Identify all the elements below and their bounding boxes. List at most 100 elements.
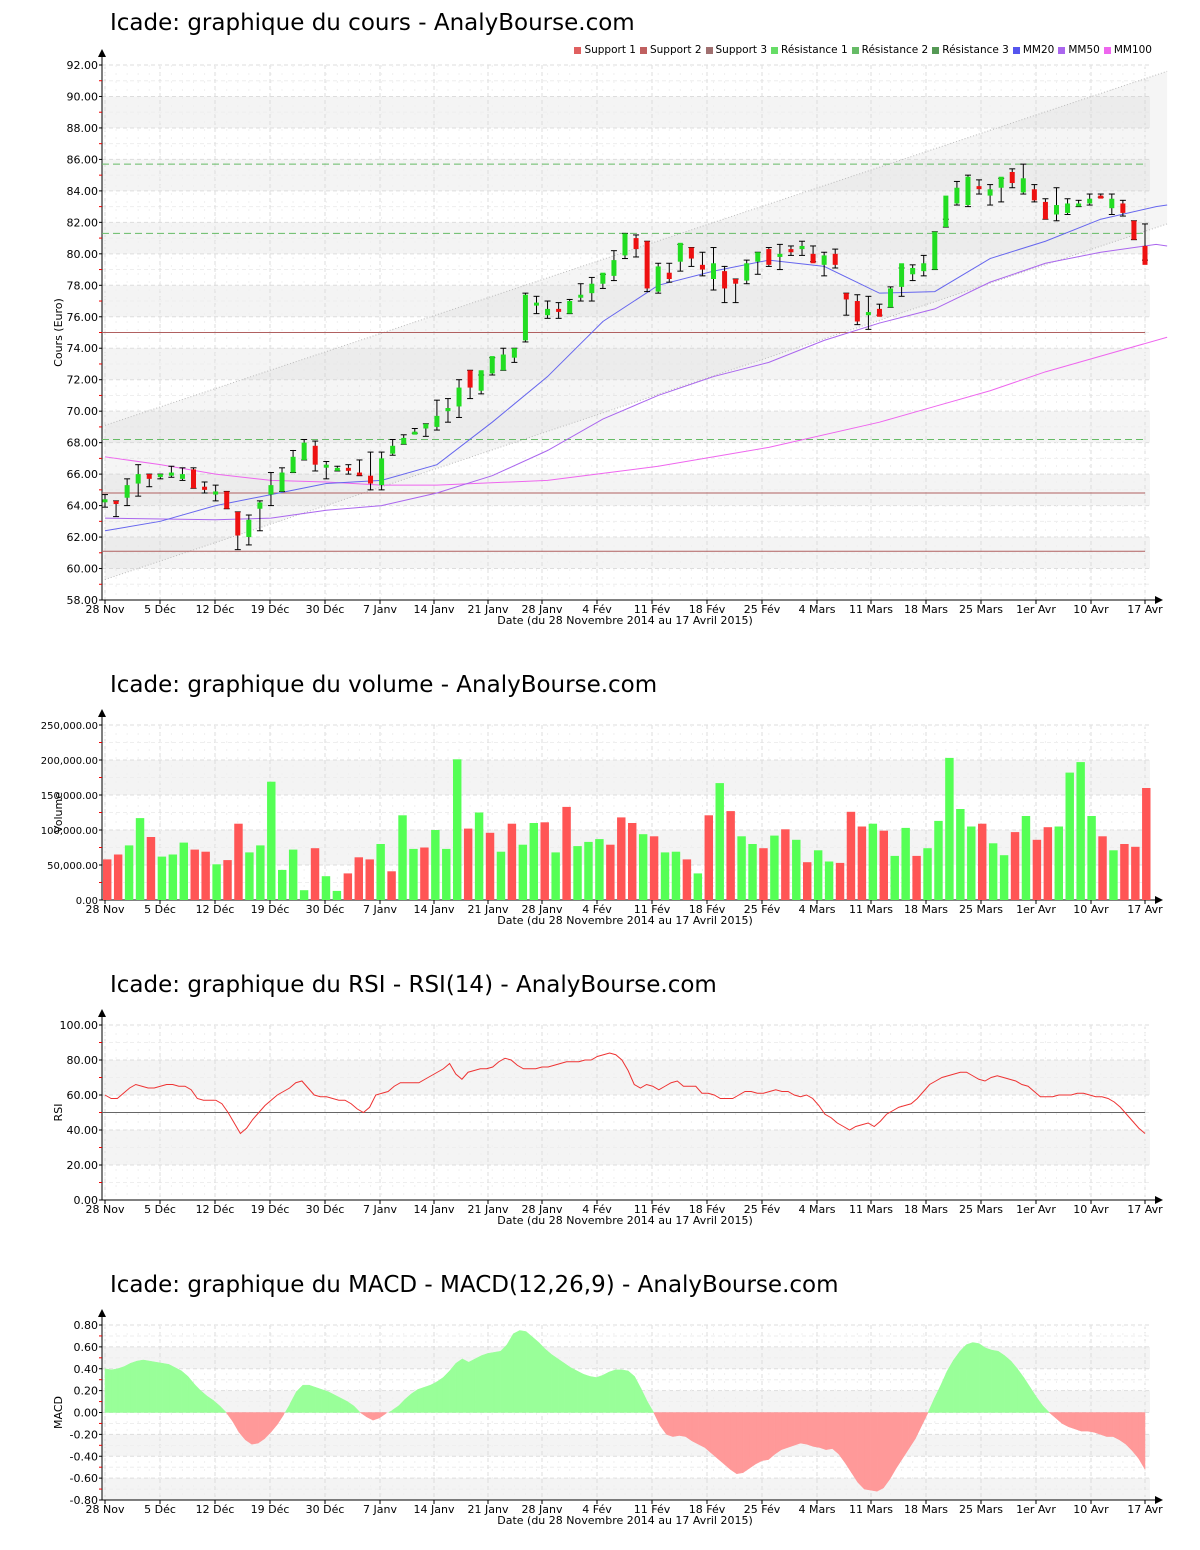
legend-label: Résistance 1 <box>781 44 848 56</box>
legend-swatch <box>1012 46 1020 54</box>
legend-item: MM20 <box>1012 44 1054 56</box>
svg-text:1er Avr: 1er Avr <box>1016 603 1056 616</box>
legend-swatch <box>771 46 779 54</box>
legend-label: Résistance 3 <box>942 44 1009 56</box>
svg-text:78.00: 78.00 <box>67 279 99 292</box>
svg-text:0.40: 0.40 <box>74 1363 99 1376</box>
macd-chart-title: Icade: graphique du MACD - MACD(12,26,9)… <box>110 1272 839 1298</box>
svg-text:19 Déc: 19 Déc <box>251 603 290 616</box>
svg-text:10 Avr: 10 Avr <box>1073 603 1109 616</box>
svg-text:25 Fév: 25 Fév <box>744 1503 781 1516</box>
svg-text:1er Avr: 1er Avr <box>1016 1203 1056 1216</box>
svg-text:18 Fév: 18 Fév <box>689 903 726 916</box>
svg-text:7 Janv: 7 Janv <box>363 1503 397 1516</box>
svg-text:-0.20: -0.20 <box>70 1428 98 1441</box>
legend-label: Support 3 <box>715 44 768 56</box>
svg-text:25 Fév: 25 Fév <box>744 1203 781 1216</box>
svg-text:Date (du 28 Novembre 2014 au 1: Date (du 28 Novembre 2014 au 17 Avril 20… <box>497 1214 753 1227</box>
svg-text:11 Mars: 11 Mars <box>849 1203 893 1216</box>
svg-text:250,000.00: 250,000.00 <box>41 721 98 732</box>
price-chart-panel: Icade: graphique du cours - AnalyBourse.… <box>0 0 1200 640</box>
svg-text:4 Mars: 4 Mars <box>799 903 836 916</box>
svg-text:-0.40: -0.40 <box>70 1450 98 1463</box>
volume-chart-plot: 0.00 50,000.00 100,000.00 150,000.00 200,000… <box>41 709 1163 927</box>
svg-text:10 Avr: 10 Avr <box>1073 903 1109 916</box>
svg-text:80.00: 80.00 <box>67 248 99 261</box>
rsi-chart-title: Icade: graphique du RSI - RSI(14) - Anal… <box>110 972 717 998</box>
svg-text:30 Déc: 30 Déc <box>306 603 345 616</box>
svg-text:21 Janv: 21 Janv <box>468 1203 509 1216</box>
svg-text:14 Janv: 14 Janv <box>414 603 455 616</box>
price-chart-legend: Support 1 Support 2 Support 3 Résistance 1 R… <box>574 44 1152 56</box>
legend-swatch <box>705 46 713 54</box>
svg-text:28 Nov: 28 Nov <box>86 603 125 616</box>
svg-text:14 Janv: 14 Janv <box>414 1503 455 1516</box>
svg-text:11 Fév: 11 Fév <box>634 903 671 916</box>
svg-text:18 Fév: 18 Fév <box>689 1203 726 1216</box>
svg-text:21 Janv: 21 Janv <box>468 903 509 916</box>
svg-text:-0.80: -0.80 <box>70 1494 98 1507</box>
svg-text:12 Déc: 12 Déc <box>196 603 235 616</box>
svg-text:0.00: 0.00 <box>74 1407 99 1420</box>
svg-text:18 Mars: 18 Mars <box>904 1203 948 1216</box>
svg-text:90.00: 90.00 <box>67 90 99 103</box>
legend-item: Support 3 <box>705 44 768 56</box>
legend-item: MM50 <box>1058 44 1100 56</box>
svg-text:25 Mars: 25 Mars <box>959 903 1003 916</box>
volume-chart-panel: Icade: graphique du volume - AnalyBourse… <box>0 640 1200 940</box>
svg-text:84.00: 84.00 <box>67 185 99 198</box>
legend-item: Support 2 <box>639 44 702 56</box>
svg-text:25 Mars: 25 Mars <box>959 603 1003 616</box>
svg-text:25 Fév: 25 Fév <box>744 603 781 616</box>
svg-text:64.00: 64.00 <box>67 500 99 513</box>
price-chart-title: Icade: graphique du cours - AnalyBourse.… <box>110 10 635 36</box>
svg-text:17 Avr: 17 Avr <box>1127 1503 1163 1516</box>
svg-text:4 Mars: 4 Mars <box>799 603 836 616</box>
svg-text:17 Avr: 17 Avr <box>1127 903 1163 916</box>
legend-swatch <box>1058 46 1066 54</box>
svg-text:30 Déc: 30 Déc <box>306 1503 345 1516</box>
svg-text:14 Janv: 14 Janv <box>414 1203 455 1216</box>
svg-text:1er Avr: 1er Avr <box>1016 903 1056 916</box>
legend-label: MM50 <box>1068 44 1100 56</box>
svg-text:76.00: 76.00 <box>67 311 99 324</box>
svg-text:Date (du 28 Novembre 2014 au 1: Date (du 28 Novembre 2014 au 17 Avril 20… <box>497 1514 753 1527</box>
svg-text:-0.60: -0.60 <box>70 1472 98 1485</box>
svg-text:Date (du 28 Novembre 2014 au 1: Date (du 28 Novembre 2014 au 17 Avril 20… <box>497 614 753 627</box>
svg-text:5 Déc: 5 Déc <box>144 903 176 916</box>
svg-text:0.60: 0.60 <box>74 1341 99 1354</box>
svg-text:28 Nov: 28 Nov <box>86 903 125 916</box>
svg-text:20.00: 20.00 <box>67 1159 99 1172</box>
svg-text:28 Nov: 28 Nov <box>86 1503 125 1516</box>
svg-text:1er Avr: 1er Avr <box>1016 1503 1056 1516</box>
svg-text:18 Mars: 18 Mars <box>904 603 948 616</box>
legend-item: Résistance 3 <box>932 44 1009 56</box>
svg-text:40.00: 40.00 <box>67 1124 99 1137</box>
svg-text:28 Janv: 28 Janv <box>522 1503 563 1516</box>
svg-text:7 Janv: 7 Janv <box>363 1203 397 1216</box>
svg-text:14 Janv: 14 Janv <box>414 903 455 916</box>
svg-text:50,000.00: 50,000.00 <box>47 861 98 872</box>
svg-text:5 Déc: 5 Déc <box>144 1203 176 1216</box>
svg-text:92.00: 92.00 <box>67 59 99 72</box>
svg-text:21 Janv: 21 Janv <box>468 1503 509 1516</box>
svg-text:4 Fév: 4 Fév <box>582 1203 612 1216</box>
svg-text:4 Fév: 4 Fév <box>582 903 612 916</box>
legend-label: Support 1 <box>584 44 636 56</box>
svg-text:72.00: 72.00 <box>67 374 99 387</box>
svg-text:58.00: 58.00 <box>67 594 99 607</box>
svg-text:28 Nov: 28 Nov <box>86 1203 125 1216</box>
macd-chart-plot: -0.80 -0.60 -0.40 -0.20 0.00 0.20 0.40 0.60 0.80… <box>52 1309 1163 1527</box>
volume-chart-title: Icade: graphique du volume - AnalyBourse… <box>110 672 658 698</box>
svg-text:11 Mars: 11 Mars <box>849 1503 893 1516</box>
price-chart-plot: 58.00 60.00 62.00 64.00 66.00 68.00 70.00 72.00… <box>52 49 1168 627</box>
legend-swatch <box>851 46 859 54</box>
rsi-chart-panel: Icade: graphique du RSI - RSI(14) - Anal… <box>0 940 1200 1240</box>
svg-text:19 Déc: 19 Déc <box>251 1503 290 1516</box>
svg-text:150,000.00: 150,000.00 <box>41 791 98 802</box>
legend-swatch <box>932 46 940 54</box>
svg-text:4 Fév: 4 Fév <box>582 603 612 616</box>
svg-text:12 Déc: 12 Déc <box>196 903 235 916</box>
rsi-chart-plot: 0.00 20.00 40.00 60.00 80.00 100.00 28 Nov 5 Dé… <box>52 1009 1163 1227</box>
svg-text:MACD: MACD <box>52 1396 65 1429</box>
